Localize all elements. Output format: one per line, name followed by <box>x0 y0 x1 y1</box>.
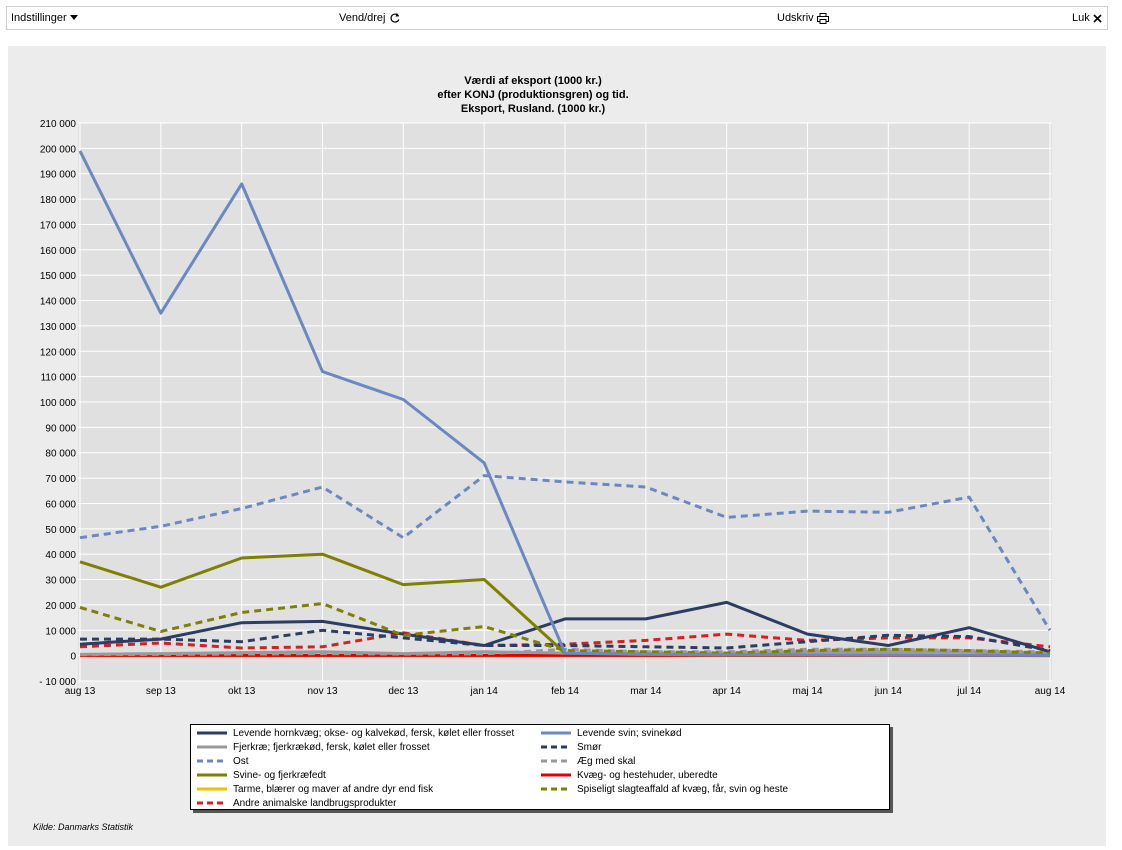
legend-label: Spiseligt slagteaffald af kvæg, får, svi… <box>577 784 789 795</box>
chart-subtitle-2: Eksport, Rusland. (1000 kr.) <box>461 103 606 115</box>
y-axis: - 10 000 0 10 000 20 000 30 000 40 000 50 000 6… <box>39 119 76 688</box>
y-tick-label: 180 000 <box>40 195 77 206</box>
y-tick-label: 90 000 <box>45 423 76 434</box>
legend-swatch <box>197 731 227 735</box>
rotate-label: Vend/drej <box>339 12 386 24</box>
legend: Levende hornkvæg; okse- og kalvekød, fer… <box>190 724 890 810</box>
y-tick-label: 20 000 <box>45 601 76 612</box>
rotate-icon <box>390 13 399 23</box>
x-axis: aug 13 sep 13 okt 13 nov 13 dec 13 jan 14 feb … <box>65 686 1066 697</box>
y-tick-label: 30 000 <box>45 576 76 587</box>
toolbar: Indstillinger Vend/drej Udskriv Luk <box>6 6 1108 30</box>
print-label: Udskriv <box>777 12 814 24</box>
y-tick-label: 60 000 <box>45 499 76 510</box>
series-line <box>79 600 1051 654</box>
y-tick-label: 160 000 <box>40 246 77 257</box>
legend-label: Fjerkræ; fjerkrækød, fersk, kølet eller … <box>233 742 430 753</box>
legend-label: Ost <box>233 756 249 767</box>
legend-label: Smør <box>577 742 602 753</box>
y-tick-label: 0 <box>70 652 76 663</box>
rotate-button[interactable]: Vend/drej <box>339 12 401 24</box>
y-tick-label: 100 000 <box>40 398 77 409</box>
y-tick-label: 170 000 <box>40 220 77 231</box>
legend-label: Tarme, blærer og maver af andre dyr end … <box>233 784 434 795</box>
legend-swatch <box>541 731 571 735</box>
legend-label: Svine- og fjerkræfedt <box>233 770 326 781</box>
y-tick-label: 50 000 <box>45 525 76 536</box>
y-tick-label: 130 000 <box>40 322 77 333</box>
y-tick-label: 200 000 <box>40 144 77 155</box>
legend-label: Andre animalske landbrugsprodukter <box>233 798 397 809</box>
x-tick-label: maj 14 <box>792 686 822 697</box>
x-tick-label: aug 13 <box>65 686 96 697</box>
x-tick-label: sep 13 <box>146 686 176 697</box>
x-tick-label: jan 14 <box>470 686 499 697</box>
y-tick-label: 10 000 <box>45 626 76 637</box>
x-tick-label: feb 14 <box>551 686 579 697</box>
legend-label: Æg med skal <box>577 756 636 767</box>
series-line <box>78 150 1051 657</box>
x-tick-label: nov 13 <box>307 686 337 697</box>
settings-dropdown[interactable]: Indstillinger <box>11 12 78 24</box>
source-note: Kilde: Danmarks Statistik <box>33 822 134 832</box>
chart: Værdi af eksport (1000 kr.) efter KONJ (… <box>39 75 1066 697</box>
y-tick-label: 210 000 <box>40 119 77 130</box>
y-tick-label: 150 000 <box>40 271 77 282</box>
chart-panel: Værdi af eksport (1000 kr.) efter KONJ (… <box>8 46 1106 846</box>
print-button[interactable]: Udskriv <box>777 12 829 24</box>
x-tick-label: mar 14 <box>630 686 662 697</box>
chart-subtitle: efter KONJ (produktionsgren) og tid. <box>437 89 628 101</box>
legend-swatch <box>541 787 571 791</box>
caret-down-icon <box>69 15 78 21</box>
y-tick-label: 80 000 <box>45 449 76 460</box>
y-tick-label: 40 000 <box>45 550 76 561</box>
close-label: Luk <box>1072 12 1090 24</box>
y-tick-label: - 10 000 <box>39 677 76 688</box>
series-line <box>79 631 1051 650</box>
printer-icon <box>816 12 829 24</box>
legend-swatch <box>197 759 227 763</box>
y-tick-label: 110 000 <box>41 373 77 384</box>
y-tick-label: 70 000 <box>45 474 76 485</box>
y-tick-label: 140 000 <box>40 297 77 308</box>
legend-swatch <box>541 745 571 749</box>
legend-swatch <box>541 773 571 777</box>
series <box>78 150 1052 658</box>
x-tick-label: dec 13 <box>388 686 418 697</box>
series-line <box>80 628 1051 653</box>
settings-label: Indstillinger <box>11 12 67 24</box>
close-icon <box>1093 14 1102 23</box>
x-tick-label: jul 14 <box>956 686 981 697</box>
legend-swatch <box>197 801 227 805</box>
y-tick-label: 190 000 <box>40 170 77 181</box>
x-tick-label: jun 14 <box>874 686 903 697</box>
chart-title: Værdi af eksport (1000 kr.) <box>464 75 602 87</box>
legend-label: Levende svin; svinekød <box>577 728 682 739</box>
x-tick-label: aug 14 <box>1035 686 1066 697</box>
x-tick-label: apr 14 <box>712 686 741 697</box>
series-line <box>79 474 1052 632</box>
legend-swatch <box>197 745 227 749</box>
legend-label: Kvæg- og hestehuder, uberedte <box>577 770 718 781</box>
legend-swatch <box>541 759 571 763</box>
legend-swatch <box>197 773 227 777</box>
legend-label: Levende hornkvæg; okse- og kalvekød, fer… <box>233 728 515 739</box>
x-tick-label: okt 13 <box>228 686 256 697</box>
close-button[interactable]: Luk <box>1072 12 1102 24</box>
y-tick-label: 120 000 <box>40 347 77 358</box>
legend-swatch <box>197 787 227 791</box>
grid <box>78 122 1052 682</box>
